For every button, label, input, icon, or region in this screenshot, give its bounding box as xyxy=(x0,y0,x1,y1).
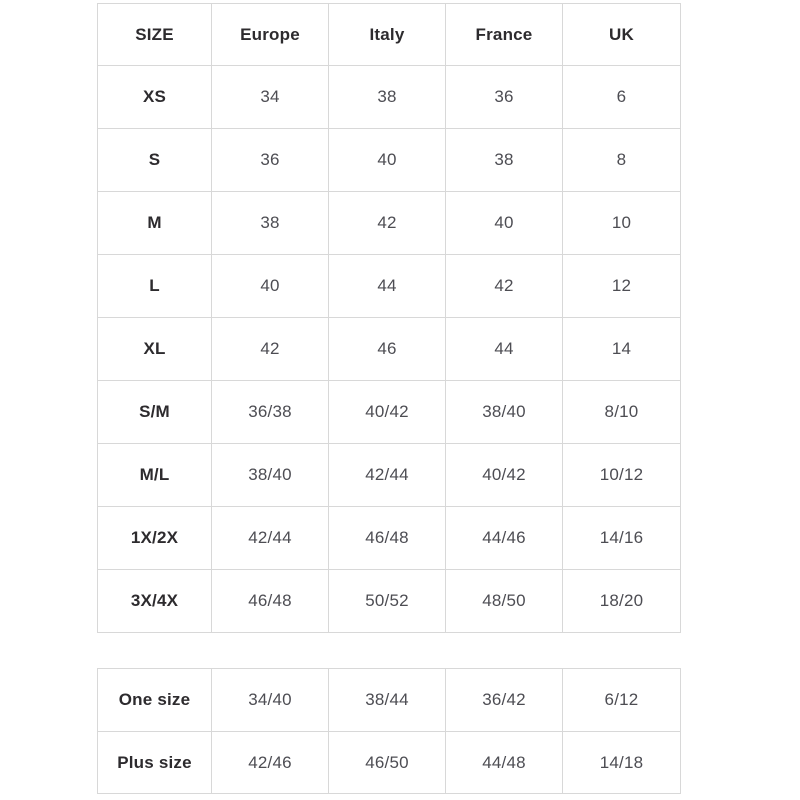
size-label: 1X/2X xyxy=(97,506,212,570)
size-value: 8 xyxy=(562,128,681,192)
size-value: 36/42 xyxy=(445,668,563,732)
size-value: 38/40 xyxy=(445,380,563,444)
column-header: UK xyxy=(562,3,681,66)
size-value: 44 xyxy=(328,254,446,318)
size-value: 42/44 xyxy=(211,506,329,570)
size-value: 42 xyxy=(328,191,446,255)
size-value: 42 xyxy=(211,317,329,381)
size-label: S/M xyxy=(97,380,212,444)
size-value: 40 xyxy=(328,128,446,192)
size-value: 34 xyxy=(211,65,329,129)
size-value: 50/52 xyxy=(328,569,446,633)
column-header: Europe xyxy=(211,3,329,66)
column-header: France xyxy=(445,3,563,66)
size-value: 38 xyxy=(445,128,563,192)
size-value: 40 xyxy=(211,254,329,318)
table-row: S/M 36/38 40/42 38/40 8/10 xyxy=(97,380,681,444)
size-value: 38 xyxy=(328,65,446,129)
size-value: 14/16 xyxy=(562,506,681,570)
size-value: 38/40 xyxy=(211,443,329,507)
size-value: 40/42 xyxy=(445,443,563,507)
size-value: 36 xyxy=(211,128,329,192)
table-row: S 36 40 38 8 xyxy=(97,128,681,192)
special-sizes-table: One size 34/40 38/44 36/42 6/12 Plus size 42/4… xyxy=(97,668,681,794)
table-row: One size 34/40 38/44 36/42 6/12 xyxy=(97,668,681,732)
header-row: SIZE Europe Italy France UK xyxy=(97,3,681,66)
size-value: 36/38 xyxy=(211,380,329,444)
table-row: M/L 38/40 42/44 40/42 10/12 xyxy=(97,443,681,507)
size-label: 3X/4X xyxy=(97,569,212,633)
column-header: Italy xyxy=(328,3,446,66)
size-value: 40/42 xyxy=(328,380,446,444)
size-value: 14 xyxy=(562,317,681,381)
size-label: XS xyxy=(97,65,212,129)
size-label: Plus size xyxy=(97,731,212,794)
size-value: 14/18 xyxy=(562,731,681,794)
size-value: 6 xyxy=(562,65,681,129)
size-value: 44/46 xyxy=(445,506,563,570)
size-value: 36 xyxy=(445,65,563,129)
size-chart: SIZE Europe Italy France UK XS 34 38 36 6 S 36 40 38… xyxy=(97,3,681,794)
size-value: 46/48 xyxy=(211,569,329,633)
size-label: S xyxy=(97,128,212,192)
table-row: Plus size 42/46 46/50 44/48 14/18 xyxy=(97,731,681,794)
size-label: M xyxy=(97,191,212,255)
size-value: 10 xyxy=(562,191,681,255)
size-value: 46/48 xyxy=(328,506,446,570)
size-conversion-table: SIZE Europe Italy France UK XS 34 38 36 6 S 36 40 38… xyxy=(97,3,681,633)
size-value: 12 xyxy=(562,254,681,318)
table-row: XL 42 46 44 14 xyxy=(97,317,681,381)
table-row: M 38 42 40 10 xyxy=(97,191,681,255)
table-row: 3X/4X 46/48 50/52 48/50 18/20 xyxy=(97,569,681,633)
size-label: M/L xyxy=(97,443,212,507)
size-value: 42/44 xyxy=(328,443,446,507)
size-value: 38/44 xyxy=(328,668,446,732)
table-row: XS 34 38 36 6 xyxy=(97,65,681,129)
size-value: 40 xyxy=(445,191,563,255)
table-row: L 40 44 42 12 xyxy=(97,254,681,318)
size-value: 6/12 xyxy=(562,668,681,732)
size-rows: XS 34 38 36 6 S 36 40 38 8 M 38 42 40 10 L 40 44 42 12 XL 42 4… xyxy=(97,65,681,633)
size-value: 44/48 xyxy=(445,731,563,794)
size-label: XL xyxy=(97,317,212,381)
size-label: L xyxy=(97,254,212,318)
size-value: 48/50 xyxy=(445,569,563,633)
size-value: 8/10 xyxy=(562,380,681,444)
size-value: 46/50 xyxy=(328,731,446,794)
size-value: 44 xyxy=(445,317,563,381)
size-value: 42 xyxy=(445,254,563,318)
size-value: 38 xyxy=(211,191,329,255)
size-value: 46 xyxy=(328,317,446,381)
size-value: 18/20 xyxy=(562,569,681,633)
column-header: SIZE xyxy=(97,3,212,66)
size-value: 42/46 xyxy=(211,731,329,794)
size-value: 34/40 xyxy=(211,668,329,732)
table-row: 1X/2X 42/44 46/48 44/46 14/16 xyxy=(97,506,681,570)
size-value: 10/12 xyxy=(562,443,681,507)
special-size-rows: One size 34/40 38/44 36/42 6/12 Plus size 42/4… xyxy=(97,668,681,794)
size-label: One size xyxy=(97,668,212,732)
